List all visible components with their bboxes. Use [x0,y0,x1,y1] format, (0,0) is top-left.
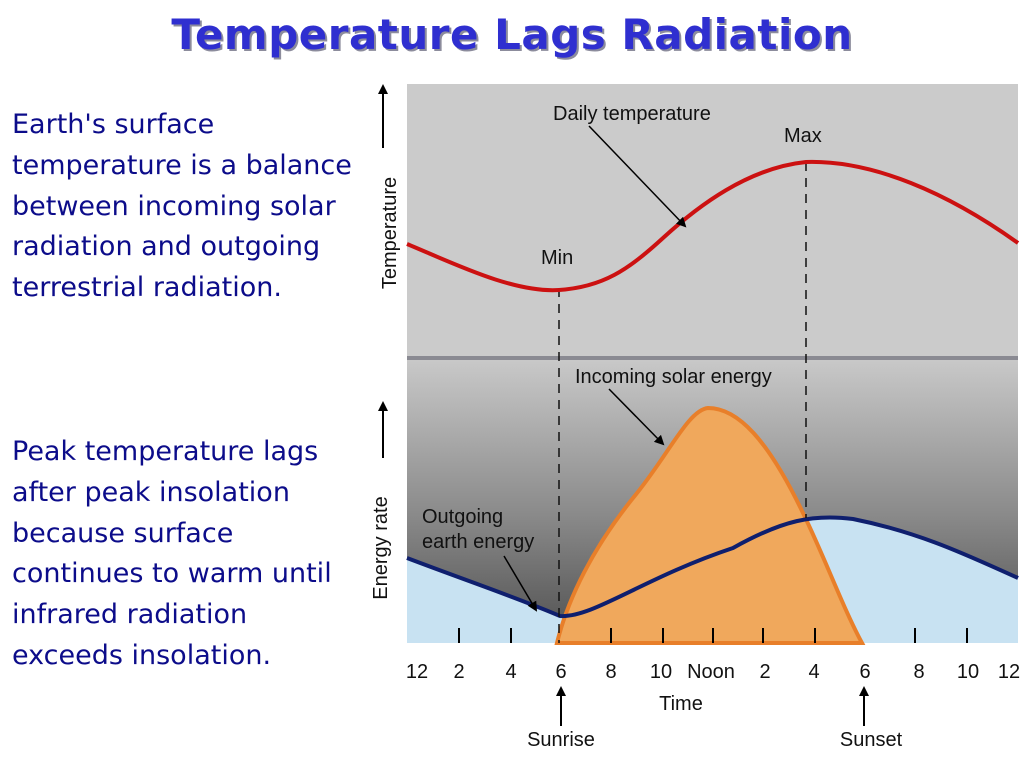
daily-temperature-arrow [588,125,687,228]
paragraph-temperature-lag: Peak temperature lags after peak insolat… [12,436,332,671]
outgoing-energy-label-line1: Outgoing [422,506,503,528]
sunrise-label: Sunrise [527,729,595,750]
daily-temperature-curve [406,159,1020,293]
hour-label-10am: 10 [650,661,672,683]
hour-tick-marks [458,628,968,643]
hour-label-8pm: 8 [913,661,924,683]
time-axis-label: Time [659,693,703,715]
outgoing-energy-arrow [503,555,538,612]
hour-label-10pm: 10 [957,661,979,683]
hour-label-noon: Noon [687,661,735,683]
min-label: Min [541,247,573,269]
incoming-solar-label: Incoming solar energy [575,366,772,388]
temperature-radiation-diagram: Daily temperature Max Min Temperature En… [363,78,1024,751]
hour-label-12pm: 12 [998,661,1020,683]
temperature-axis-label: Temperature [379,177,401,289]
incoming-solar-area [554,405,866,645]
hour-tick-labels: 12 2 4 6 8 10 Noon 2 4 6 8 10 12 [406,661,1020,683]
slide-title: Temperature Lags Radiation [171,10,853,59]
hour-label-4am: 4 [505,661,516,683]
hour-label-12am: 12 [406,661,428,683]
hour-label-4pm: 4 [808,661,819,683]
daily-temperature-label: Daily temperature [553,103,711,125]
hour-label-2pm: 2 [759,661,770,683]
temperature-panel [407,84,1018,358]
hour-label-6am: 6 [555,661,566,683]
sunset-label: Sunset [840,729,903,750]
hour-label-8am: 8 [605,661,616,683]
outgoing-energy-label-line2: earth energy [422,531,534,553]
energy-axis-label: Energy rate [370,496,392,599]
incoming-solar-arrow [608,388,665,446]
paragraph-energy-balance: Earth's surface temperature is a balance… [12,109,352,304]
outgoing-energy-curve [406,515,1019,619]
max-label: Max [784,125,822,147]
hour-label-6pm: 6 [859,661,870,683]
hour-label-2am: 2 [453,661,464,683]
